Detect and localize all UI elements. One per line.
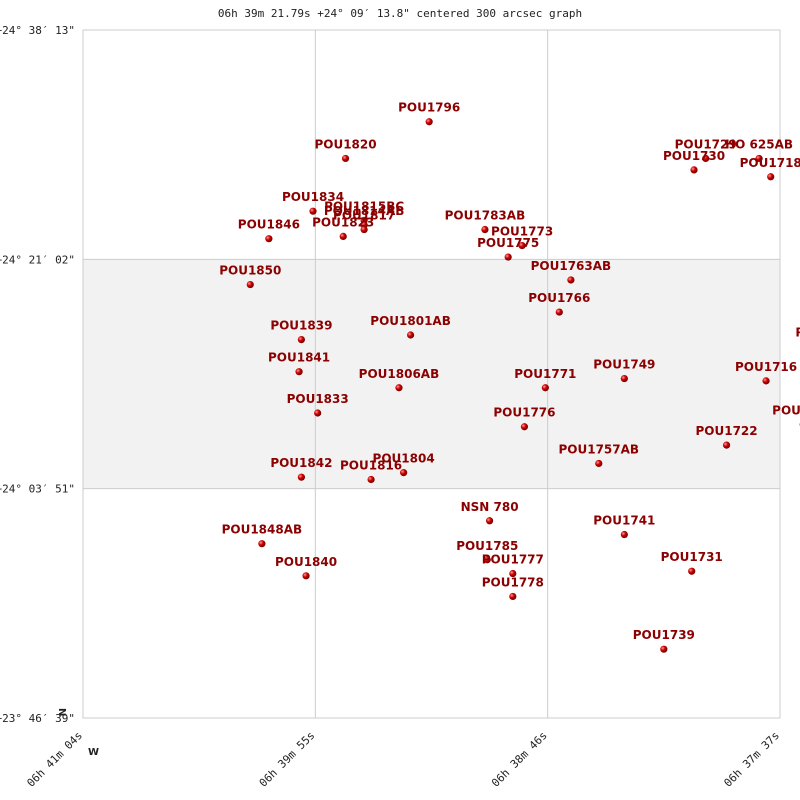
star-point bbox=[297, 336, 305, 344]
star-point bbox=[339, 232, 347, 240]
x-tick-label: 06h 41m 04s bbox=[24, 729, 85, 790]
star-point bbox=[567, 276, 575, 284]
chart-title: 06h 39m 21.79s +24° 09′ 13.8" centered 3… bbox=[218, 7, 582, 20]
star-label: POU1850 bbox=[219, 264, 281, 278]
star-label: POU1705 bbox=[772, 403, 800, 417]
star-label: POU1716 bbox=[735, 360, 797, 374]
star-point bbox=[360, 225, 368, 234]
star-label: POU1777 bbox=[482, 553, 544, 567]
x-tick-label: 06h 38m 46s bbox=[489, 729, 550, 790]
north-indicator: N bbox=[56, 708, 67, 716]
star-point bbox=[302, 572, 310, 580]
star-label: POU1842 bbox=[270, 456, 332, 470]
star-point bbox=[425, 118, 433, 126]
star-point bbox=[595, 459, 603, 468]
star-label: POU1729 bbox=[675, 137, 737, 151]
star-point bbox=[660, 645, 668, 653]
star-label: POU1730 bbox=[663, 149, 725, 163]
star-label: POU1796 bbox=[398, 101, 460, 115]
star-point bbox=[504, 253, 512, 261]
star-point bbox=[295, 368, 303, 376]
star-point bbox=[367, 475, 375, 484]
star-label: POU1846 bbox=[238, 218, 300, 232]
star-label: POU1785 bbox=[456, 539, 518, 553]
star-label: POU1848AB bbox=[222, 523, 303, 537]
star-point bbox=[314, 409, 322, 417]
star-point bbox=[485, 517, 494, 525]
star-point bbox=[555, 308, 563, 316]
star-point bbox=[265, 235, 273, 243]
star-point bbox=[702, 154, 710, 163]
star-point bbox=[400, 469, 408, 477]
grid-lines bbox=[83, 30, 780, 718]
star-label: POU1815BC bbox=[324, 199, 404, 213]
star-point bbox=[509, 569, 517, 578]
star-point bbox=[722, 441, 731, 449]
star-point bbox=[246, 280, 254, 289]
star-point bbox=[620, 374, 628, 383]
star-label: POU1757AB bbox=[558, 442, 639, 456]
star-label: POU1773 bbox=[491, 225, 553, 239]
y-tick-label: +24° 21′ 02" bbox=[0, 253, 75, 266]
star-point bbox=[520, 423, 529, 431]
star-label: POU1783AB bbox=[445, 209, 526, 223]
x-tick-label: 06h 39m 55s bbox=[257, 729, 318, 790]
star-label: POU1814AB bbox=[324, 204, 405, 218]
star-label: POU1834 bbox=[282, 190, 344, 204]
star-label: POU1778 bbox=[482, 575, 544, 589]
star-label: POU1840 bbox=[275, 555, 337, 569]
star-label: POU1763AB bbox=[531, 259, 612, 273]
star-point bbox=[688, 567, 696, 575]
star-label: POU1817 bbox=[333, 209, 395, 223]
star-point bbox=[690, 166, 698, 174]
x-tick-label: 06h 37m 37s bbox=[721, 729, 782, 790]
y-tick-label: +24° 38′ 13" bbox=[0, 24, 75, 37]
star-point bbox=[297, 473, 305, 481]
star-label: POU1801AB bbox=[370, 314, 451, 328]
star-label: POU1749 bbox=[593, 358, 655, 372]
star-point bbox=[483, 556, 491, 564]
star-point bbox=[518, 241, 526, 250]
star-point bbox=[767, 173, 775, 181]
star-label: HO 625AB bbox=[725, 137, 793, 151]
star-point bbox=[258, 540, 266, 548]
star-point bbox=[481, 225, 489, 234]
star-label: POU1718 bbox=[740, 156, 800, 170]
plot-frame bbox=[82, 29, 781, 719]
star-label: POU1775 bbox=[477, 236, 539, 250]
star-point bbox=[762, 377, 770, 385]
star-label: POU1841 bbox=[268, 351, 330, 365]
star-label: POU1741 bbox=[593, 514, 655, 528]
star-point bbox=[620, 530, 628, 539]
star-points: POU1796POU1820POU1834POU1815BCPOU1814ABP… bbox=[219, 101, 800, 653]
west-indicator: W bbox=[88, 747, 99, 758]
star-label: NSN 780 bbox=[461, 500, 519, 514]
star-point bbox=[395, 384, 403, 392]
y-tick-label: +24° 03′ 51" bbox=[0, 483, 75, 496]
star-label: POU1701 bbox=[795, 325, 800, 339]
star-label: POU1816 bbox=[340, 458, 402, 472]
star-point bbox=[341, 154, 350, 163]
star-label: POU1771 bbox=[514, 367, 576, 381]
star-label: POU1833 bbox=[287, 392, 349, 406]
y-tick-label: +23° 46′ 39" bbox=[0, 712, 75, 725]
star-label: POU1823 bbox=[312, 215, 374, 229]
star-point bbox=[406, 331, 415, 339]
star-point bbox=[755, 154, 763, 163]
star-label: POU1839 bbox=[270, 319, 332, 333]
star-label: POU1820 bbox=[314, 137, 376, 151]
star-point bbox=[309, 207, 317, 215]
star-label: POU1804 bbox=[373, 452, 435, 466]
star-label: POU1776 bbox=[493, 406, 555, 420]
star-label: POU1766 bbox=[528, 291, 590, 305]
shaded-band bbox=[83, 259, 780, 489]
star-label: POU1731 bbox=[661, 550, 723, 564]
star-point bbox=[509, 592, 517, 601]
star-label: POU1722 bbox=[695, 424, 757, 438]
star-point bbox=[541, 384, 549, 392]
star-label: POU1739 bbox=[633, 628, 695, 642]
star-label: POU1806AB bbox=[359, 367, 440, 381]
